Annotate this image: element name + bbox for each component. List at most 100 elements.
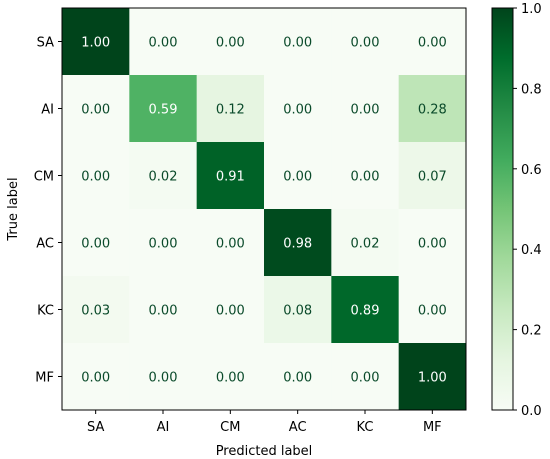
heatmap-cell xyxy=(331,8,400,76)
colorbar-tick-label: 0.2 xyxy=(521,324,542,339)
cell-value-label: 0.00 xyxy=(283,170,312,185)
heatmap-cell xyxy=(196,142,265,210)
cell-value-label: 0.00 xyxy=(216,36,245,51)
heatmap-cell xyxy=(264,75,332,143)
cell-value-label: 0.12 xyxy=(216,103,245,118)
cell-value-label: 0.00 xyxy=(418,304,447,319)
heatmap-cell xyxy=(129,276,198,344)
colorbar-tick-label: 0.0 xyxy=(521,404,542,419)
heatmap-cell xyxy=(331,276,400,344)
y-tick-label: SA xyxy=(37,36,54,51)
cell-value-label: 0.08 xyxy=(283,304,312,319)
x-axis-label: Predicted label xyxy=(216,444,313,459)
cell-value-label: 1.00 xyxy=(418,371,447,386)
heatmap-cell xyxy=(398,276,467,344)
cell-value-label: 0.00 xyxy=(283,371,312,386)
cell-value-label: 1.00 xyxy=(81,36,110,51)
cell-value-label: 0.00 xyxy=(351,371,380,386)
colorbar: 0.0 0.2 0.4 0.6 0.8 1.0 xyxy=(491,2,542,419)
cell-value-label: 0.00 xyxy=(216,304,245,319)
heatmap-cell xyxy=(264,276,332,344)
cell-value-label: 0.00 xyxy=(216,371,245,386)
heatmap-cell xyxy=(331,75,400,143)
colorbar-tick-label: 0.6 xyxy=(521,163,542,178)
heatmap-cell xyxy=(62,75,130,143)
heatmap-cell xyxy=(196,8,265,76)
heatmap-cell xyxy=(398,142,467,210)
heatmap-cell xyxy=(129,343,198,411)
x-tick-label: KC xyxy=(357,420,374,435)
heatmap-cell xyxy=(62,276,130,344)
colorbar-tick-label: 0.4 xyxy=(521,243,542,258)
cell-value-label: 0.03 xyxy=(81,304,110,319)
heatmap-cell xyxy=(398,209,467,277)
cell-value-label: 0.00 xyxy=(216,237,245,252)
y-tick-label: MF xyxy=(35,371,54,386)
heatmap-cell xyxy=(398,343,467,411)
cell-value-label: 0.00 xyxy=(81,103,110,118)
heatmap-cell xyxy=(196,343,265,411)
cell-value-label: 0.00 xyxy=(81,170,110,185)
heatmap-cell xyxy=(129,8,198,76)
cell-value-label: 0.91 xyxy=(216,170,245,185)
y-tick-label: KC xyxy=(37,304,54,319)
cell-value-label: 0.00 xyxy=(351,36,380,51)
heatmap-cell xyxy=(62,343,130,411)
heatmap-cell xyxy=(331,343,400,411)
cell-value-label: 0.00 xyxy=(149,237,178,252)
heatmap-cell xyxy=(62,142,130,210)
heatmap-cell xyxy=(398,75,467,143)
y-axis-ticks: SA AI CM AC KC MF xyxy=(34,36,62,386)
x-tick-label: CM xyxy=(220,420,240,435)
heatmap-cell xyxy=(264,142,332,210)
x-axis-ticks: SA AI CM AC KC MF xyxy=(87,410,442,435)
heatmap-cell xyxy=(264,8,332,76)
plot-frame xyxy=(61,7,467,411)
heatmap-cell xyxy=(129,209,198,277)
cell-value-label: 0.00 xyxy=(149,371,178,386)
x-tick-label: AI xyxy=(157,420,170,435)
cell-value-label: 0.00 xyxy=(351,103,380,118)
cell-value-label: 0.59 xyxy=(149,103,178,118)
heatmap-cell xyxy=(264,343,332,411)
y-tick-label: AI xyxy=(41,103,54,118)
heatmap-cell xyxy=(264,209,332,277)
heatmap-cell xyxy=(331,209,400,277)
cell-value-label: 0.89 xyxy=(351,304,380,319)
heatmap-cell xyxy=(331,142,400,210)
cell-value-label: 0.00 xyxy=(283,103,312,118)
cell-value-label: 0.98 xyxy=(283,237,312,252)
cell-value-label: 0.00 xyxy=(283,36,312,51)
y-axis-label: True label xyxy=(6,177,21,241)
cell-value-label: 0.28 xyxy=(418,103,447,118)
cell-value-label: 0.07 xyxy=(418,170,447,185)
colorbar-tick-label: 0.8 xyxy=(521,82,542,97)
cell-value-label: 0.00 xyxy=(81,371,110,386)
heatmap-cell xyxy=(196,276,265,344)
cell-value-label: 0.02 xyxy=(351,237,380,252)
cell-value-label: 0.00 xyxy=(418,237,447,252)
heatmap-cell xyxy=(62,8,130,76)
x-tick-label: SA xyxy=(87,420,104,435)
colorbar-tick-label: 1.0 xyxy=(521,2,542,17)
colorbar-gradient xyxy=(491,7,514,411)
heatmap-cell xyxy=(398,8,467,76)
y-tick-label: AC xyxy=(36,237,54,252)
x-tick-label: MF xyxy=(423,420,442,435)
cell-value-label: 0.00 xyxy=(418,36,447,51)
cell-value-label: 0.02 xyxy=(149,170,178,185)
cell-value-label: 0.00 xyxy=(81,237,110,252)
heatmap-cell xyxy=(129,142,198,210)
heatmap-cell xyxy=(129,75,198,143)
heatmap-cell xyxy=(196,75,265,143)
colorbar-ticks: 0.0 0.2 0.4 0.6 0.8 1.0 xyxy=(513,2,542,419)
cell-value-label: 0.00 xyxy=(149,36,178,51)
y-tick-label: CM xyxy=(34,170,54,185)
heatmap-cell xyxy=(62,209,130,277)
cell-value-label: 0.00 xyxy=(149,304,178,319)
x-tick-label: AC xyxy=(289,420,307,435)
heatmap-cell xyxy=(196,209,265,277)
cell-value-label: 0.00 xyxy=(351,170,380,185)
heatmap-cells: 1.00 0.00 0.00 0.00 0.00 0.00 0.00 0.59 0.12 0.00… xyxy=(62,8,467,411)
